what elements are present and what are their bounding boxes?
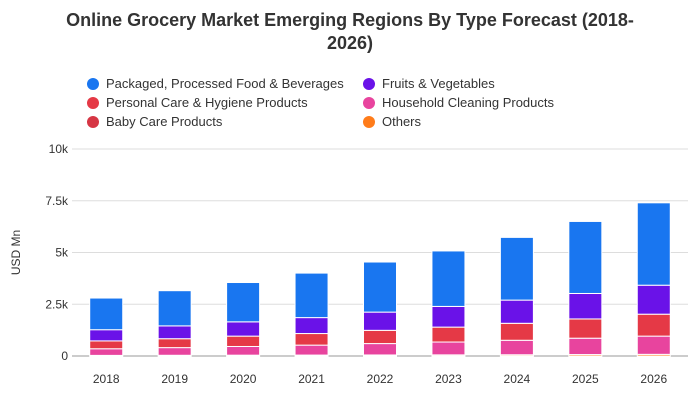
x-tick-label: 2026	[640, 372, 667, 386]
bar-segment	[89, 340, 124, 350]
bar-segment	[226, 321, 261, 337]
x-tick-label: 2020	[230, 372, 257, 386]
legend-marker-fruits	[363, 77, 375, 90]
bar-segment	[499, 322, 534, 341]
legend-marker-baby-care	[87, 115, 99, 128]
legend-marker-household	[363, 96, 375, 109]
bar-segment	[89, 329, 124, 342]
x-tick-label: 2023	[435, 372, 462, 386]
bar-segment	[568, 292, 603, 320]
bar-segment	[294, 333, 329, 346]
legend-marker-personal-care	[87, 96, 99, 109]
bar-segment	[636, 335, 671, 355]
chart-title: Online Grocery Market Emerging Regions B…	[0, 9, 700, 55]
bar-segment	[363, 343, 397, 356]
bar-segment	[294, 272, 329, 319]
x-tick-label: 2024	[504, 372, 531, 386]
bar-segment	[499, 299, 534, 324]
bar-segment	[294, 317, 329, 335]
legend-marker-others	[363, 115, 375, 128]
bar-segment	[431, 341, 466, 356]
y-tick-label: 0	[61, 349, 68, 363]
legend-label-personal-care: Personal Care & Hygiene Products	[106, 95, 308, 110]
y-tick-label: 10k	[49, 142, 69, 156]
bar-segment	[568, 220, 603, 294]
x-tick-label: 2021	[298, 372, 325, 386]
bar-segment	[89, 297, 124, 331]
x-tick-label: 2022	[367, 372, 394, 386]
legend-label-household: Household Cleaning Products	[382, 95, 554, 110]
bar-segment	[157, 347, 192, 356]
bar-segment	[431, 305, 466, 328]
bar-segment	[89, 348, 124, 356]
legend-label-others: Others	[382, 114, 422, 129]
legend-item-personal-care[interactable]: Personal Care & Hygiene Products	[87, 95, 308, 110]
bar-segment	[499, 236, 534, 301]
x-tick-label: 2025	[572, 372, 599, 386]
legend-item-baby-care[interactable]: Baby Care Products	[87, 114, 222, 129]
bar-segment	[294, 344, 329, 356]
y-axis-title: USD Mn	[9, 230, 23, 275]
x-tick-label: 2018	[93, 372, 120, 386]
y-tick-label: 2.5k	[45, 297, 69, 311]
bar-segment	[157, 338, 192, 349]
bar-segment	[499, 339, 534, 356]
bar-segment	[636, 284, 671, 315]
bar-segment	[226, 335, 261, 347]
bar-segment	[363, 261, 397, 313]
bar-segment	[363, 329, 397, 345]
bar-segment	[636, 202, 671, 286]
bar-segment	[157, 325, 192, 340]
x-tick-label: 2019	[161, 372, 188, 386]
bar-segment	[431, 250, 466, 307]
legend-label-fruits: Fruits & Vegetables	[382, 76, 495, 91]
legend-item-others[interactable]: Others	[363, 114, 421, 129]
bar-segment	[157, 290, 192, 327]
bar-segment	[226, 345, 261, 356]
legend-item-fruits[interactable]: Fruits & Vegetables	[363, 76, 495, 91]
bar-segment	[226, 282, 261, 323]
y-tick-label: 5k	[55, 246, 69, 260]
legend-label-baby-care: Baby Care Products	[106, 114, 223, 129]
legend-item-household[interactable]: Household Cleaning Products	[363, 95, 554, 110]
bar-segment	[363, 311, 397, 331]
y-tick-label: 7.5k	[45, 194, 69, 208]
legend-item-packaged[interactable]: Packaged, Processed Food & Beverages	[87, 76, 344, 91]
legend-marker-packaged	[87, 77, 99, 90]
bar-segment	[568, 337, 603, 356]
chart-title-line-2: 2026)	[326, 33, 374, 53]
bar-segment	[636, 313, 671, 337]
bar-segment	[568, 318, 603, 339]
legend-label-packaged: Packaged, Processed Food & Beverages	[106, 76, 344, 91]
bar-segment	[431, 326, 466, 343]
chart-title-line-1: Online Grocery Market Emerging Regions B…	[66, 10, 634, 30]
